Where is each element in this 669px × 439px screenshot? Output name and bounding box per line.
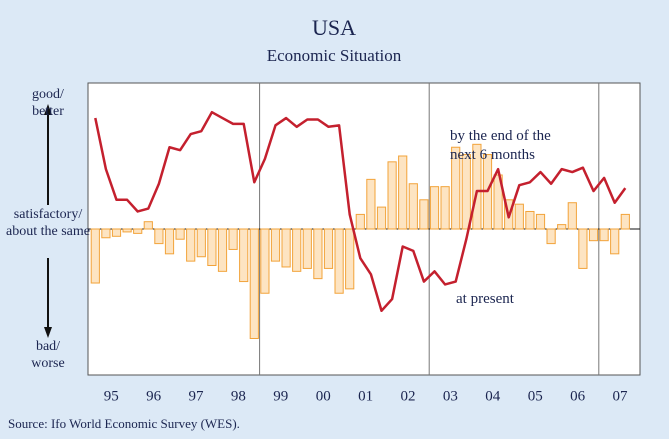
source: Source: Ifo World Economic Survey (WES). [8, 416, 240, 431]
bar [90, 228, 100, 284]
y-label: good/ [32, 87, 64, 102]
x-tick-label: 96 [146, 388, 162, 404]
chart-title: USA [312, 15, 356, 40]
bar [376, 206, 387, 230]
y-label: bad/ [36, 339, 60, 354]
x-tick-label: 02 [401, 388, 416, 404]
y-label: satisfactory/ [14, 207, 83, 222]
line [94, 110, 627, 313]
bar [620, 213, 630, 230]
bar [249, 228, 259, 339]
x-tick-label: 06 [570, 388, 586, 404]
bar [122, 228, 132, 233]
bar [472, 143, 482, 230]
bar [101, 228, 111, 239]
bar [313, 228, 323, 280]
x-tick-label: 04 [485, 388, 501, 404]
bar [408, 183, 418, 230]
bar [292, 228, 302, 272]
bar [599, 228, 609, 242]
bar [451, 146, 461, 230]
bar [525, 210, 535, 230]
bar [461, 154, 471, 230]
arrow-head [44, 104, 52, 115]
bar [355, 213, 365, 230]
bar [175, 228, 185, 240]
bar [334, 228, 344, 294]
bar [260, 228, 270, 294]
bar [345, 228, 355, 290]
y-label: about the same [6, 224, 90, 239]
bar [429, 186, 440, 230]
y-label: worse [31, 356, 64, 371]
bar [588, 228, 599, 242]
x-tick-label: 99 [273, 388, 288, 404]
x-tick-label: 97 [189, 388, 205, 404]
bar [133, 228, 143, 234]
bar-label: at present [456, 291, 514, 307]
bar [217, 228, 228, 272]
bar [143, 221, 153, 230]
bar [186, 228, 196, 262]
x-tick-label: 95 [104, 388, 119, 404]
bar [578, 228, 588, 269]
bar [567, 202, 577, 230]
x-tick-label: 03 [443, 388, 458, 404]
bar [493, 174, 503, 230]
bar [323, 228, 334, 269]
bar [239, 228, 249, 283]
bar [207, 228, 217, 266]
bar [302, 228, 312, 269]
bar [366, 178, 376, 230]
x-tick-label: 98 [231, 388, 246, 404]
bar [281, 228, 291, 268]
bar [387, 161, 397, 230]
x-tick-label: 00 [316, 388, 331, 404]
bar [398, 155, 408, 230]
arrow-head [44, 327, 52, 338]
bar [440, 186, 450, 230]
bar [535, 213, 546, 230]
bar [610, 228, 620, 255]
bar [419, 199, 429, 230]
x-tick-label: 07 [613, 388, 629, 404]
bar [196, 228, 206, 258]
bar [154, 228, 164, 245]
bar [546, 228, 556, 245]
bar [557, 224, 567, 230]
bar [111, 228, 122, 237]
x-tick-label: 05 [528, 388, 543, 404]
chart-subtitle: Economic Situation [267, 46, 402, 65]
line-label: by the end of the next 6 months [450, 128, 551, 163]
bar [228, 228, 238, 250]
bar [514, 203, 524, 230]
y-label: better [32, 104, 64, 119]
bar [270, 228, 281, 262]
bar [164, 228, 175, 255]
x-tick-label: 01 [358, 388, 373, 404]
